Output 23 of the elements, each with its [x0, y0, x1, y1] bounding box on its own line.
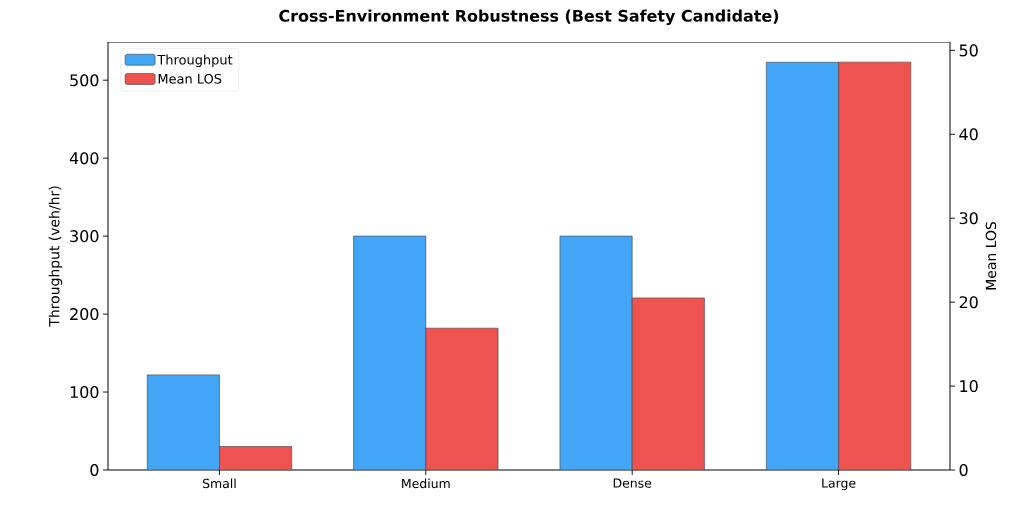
- chart-title: Cross-Environment Robustness (Best Safety Candidate): [279, 9, 779, 26]
- y-tick-label: 300: [70, 230, 99, 243]
- legend-label: Mean LOS: [158, 73, 222, 84]
- x-tick-label: Large: [822, 478, 856, 491]
- y-axis-title: Throughput (veh/hr): [48, 186, 63, 327]
- y2-tick-label: 50: [959, 44, 978, 57]
- legend-label: Throughput: [157, 54, 233, 68]
- y-tick-label: 400: [69, 152, 99, 165]
- y2-tick-label: 40: [959, 128, 978, 141]
- y2-tick-label: 20: [959, 296, 978, 309]
- y2-tick-label: 0: [959, 463, 968, 477]
- y-tick-label: 100: [70, 386, 99, 399]
- y-tick-label: 200: [70, 308, 99, 321]
- x-tick-label: Medium: [402, 478, 450, 489]
- y2-tick-label: 30: [959, 212, 978, 225]
- y-tick-label: 500: [70, 74, 99, 87]
- y2-axis-title: Mean LOS: [985, 221, 997, 290]
- bar: [219, 446, 292, 470]
- y-tick-label: 0: [90, 463, 99, 477]
- y2-tick-label: 10: [960, 380, 978, 393]
- x-tick-label: Small: [202, 478, 236, 489]
- bar: [146, 374, 220, 470]
- x-tick-label: Dense: [613, 478, 652, 488]
